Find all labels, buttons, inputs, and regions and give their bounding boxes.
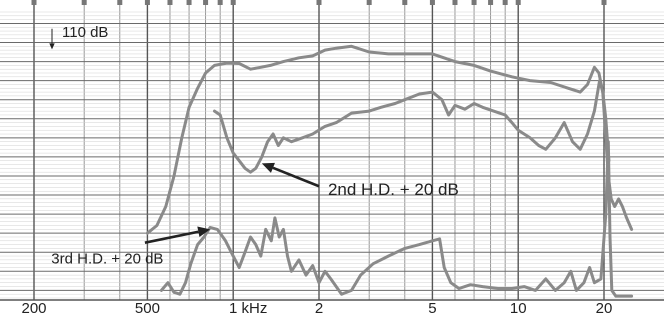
x-axis-tick-labels: 200 500 1 kHz 2 5 10 20 [21,300,612,317]
x-tick-label-5k: 5 [428,300,436,317]
top-edge-ticks [31,0,607,5]
annotation-2nd-hd: 2nd H.D. + 20 dB [261,162,459,199]
response-curves [145,44,634,298]
top-tick-400 [117,0,123,5]
annotation-2nd-hd-label: 2nd H.D. + 20 dB [328,180,459,199]
top-tick-600 [167,0,173,5]
annotation-3rd-hd-arrow-shaft [144,230,199,244]
curve-3 [159,140,634,298]
level-marker: 110 dB [49,24,108,50]
top-tick-900 [217,0,223,5]
annotation-3rd-hd-arrow-head [197,226,211,238]
top-tick-5000 [429,0,435,5]
level-marker-label: 110 dB [62,24,108,41]
x-tick-label-2k: 2 [315,300,323,317]
top-tick-20000 [601,0,607,5]
top-tick-800 [203,0,209,5]
top-tick-2000 [316,0,322,5]
top-tick-7000 [471,0,477,5]
top-tick-8000 [488,0,494,5]
top-tick-200 [31,0,37,5]
major-grid [0,4,664,301]
curve-2 [213,79,611,174]
minor-grid [0,4,664,300]
top-tick-3000 [366,0,372,5]
top-tick-300 [81,0,87,5]
annotations: 2nd H.D. + 20 dB 3rd H.D. + 20 dB [51,162,459,268]
x-tick-label-10k: 10 [510,300,527,317]
level-marker-arrow-head [49,43,55,50]
top-tick-4000 [402,0,408,5]
x-tick-label-500: 500 [135,300,160,317]
top-tick-6000 [452,0,458,5]
annotation-3rd-hd: 3rd H.D. + 20 dB [51,226,211,268]
annotation-2nd-hd-arrow-shaft [272,166,320,188]
top-tick-700 [186,0,192,5]
x-tick-label-1k: 1 kHz [229,300,267,317]
annotation-3rd-hd-label: 3rd H.D. + 20 dB [51,251,163,268]
top-tick-10000 [515,0,521,5]
top-tick-1000 [230,0,236,5]
x-tick-label-200: 200 [21,300,46,317]
x-tick-label-20k: 20 [596,300,613,317]
top-tick-9000 [502,0,508,5]
annotation-2nd-hd-arrow-head [261,162,275,173]
top-tick-500 [144,0,150,5]
